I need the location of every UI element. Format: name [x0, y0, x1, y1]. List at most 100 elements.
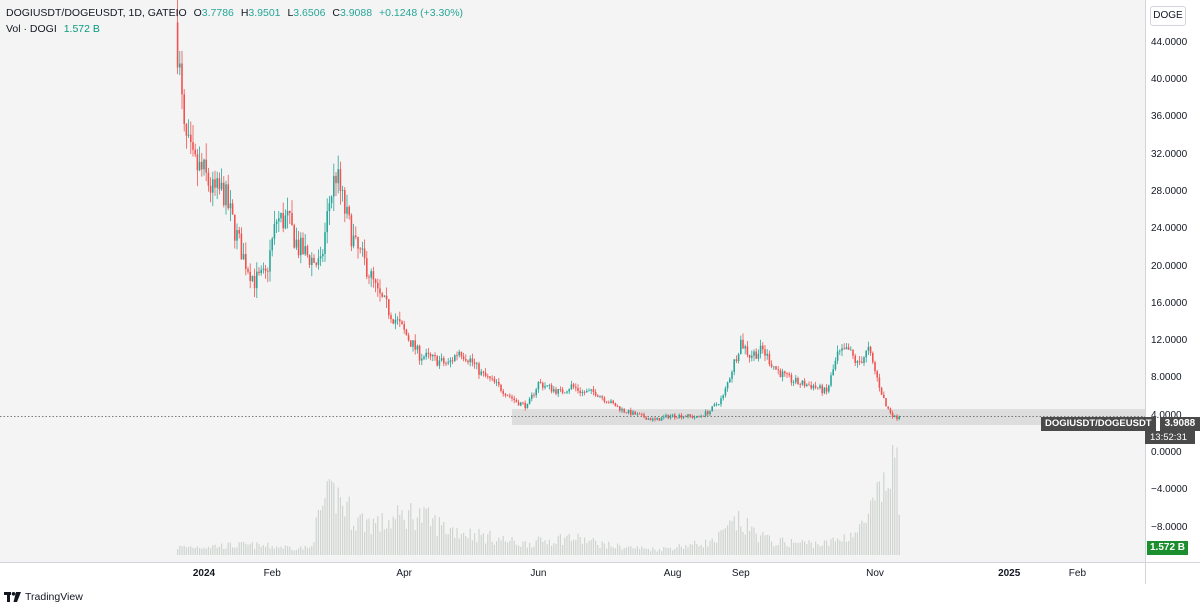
volume-value: 1.572 B [63, 23, 100, 35]
volume-bar [606, 548, 608, 555]
candle-body [333, 175, 335, 197]
candle-body [445, 363, 447, 365]
candle-body [493, 378, 496, 382]
price-chart[interactable] [0, 0, 1145, 562]
candle-body [678, 414, 680, 418]
candle-body [216, 178, 218, 188]
candle-body [264, 268, 267, 271]
candle-body [326, 211, 328, 233]
volume-bar [603, 543, 605, 555]
y-tick-label: 8.0000 [1151, 372, 1182, 384]
candle-body [832, 369, 834, 376]
volume-bar [353, 525, 355, 555]
candle-body [885, 398, 887, 407]
volume-bar [804, 541, 806, 555]
volume-bar [533, 546, 535, 555]
x-tick-label: Aug [663, 568, 682, 579]
volume-bar [526, 547, 528, 555]
candle-body [823, 387, 826, 394]
candle-body [399, 319, 401, 322]
plot-area[interactable] [0, 0, 1145, 562]
volume-bar [183, 545, 185, 555]
price-tag-value: 3.9088 [1159, 417, 1200, 431]
candle-body [597, 395, 599, 397]
tradingview-logo[interactable]: TradingView [4, 591, 83, 603]
volume-bar [865, 522, 867, 555]
volume-bar [680, 546, 682, 555]
candle-body [685, 416, 687, 418]
volume-bar [238, 542, 240, 555]
volume-bar [408, 510, 410, 555]
candle-body [425, 352, 427, 357]
volume-bar [537, 536, 539, 555]
candle-body [242, 254, 245, 260]
candle-body [711, 406, 713, 412]
volume-bar [894, 457, 896, 555]
candle-body [324, 232, 326, 254]
volume-bar [346, 501, 348, 555]
volume-bar [817, 544, 819, 555]
volume-bar [397, 505, 399, 555]
candle-body [614, 403, 617, 407]
volume-bar [738, 510, 740, 555]
candle-body [748, 354, 751, 358]
volume-bar [405, 528, 407, 555]
candle-body [766, 353, 768, 356]
candle-body [297, 239, 300, 256]
volume-bar [469, 528, 471, 555]
time-axis[interactable]: 2024 Feb Apr Jun Aug Sep Nov 2025 Feb [0, 562, 1145, 584]
volume-bar [254, 549, 256, 555]
candle-body [665, 415, 667, 417]
candle-body [471, 358, 474, 363]
volume-bar [696, 544, 698, 555]
volume-bar [379, 531, 381, 555]
candle-body [280, 212, 282, 219]
volume-bar [742, 531, 744, 555]
candle-body [253, 275, 256, 289]
candle-body [599, 396, 601, 398]
high-value: 3.9501 [248, 7, 281, 19]
volume-bar [425, 508, 427, 555]
x-tick-label: Feb [263, 568, 281, 579]
volume-bar [729, 520, 731, 555]
volume-bar [782, 537, 784, 555]
volume-bar [859, 524, 861, 555]
volume-bar [478, 528, 480, 555]
volume-bar [707, 546, 709, 555]
volume-bar [496, 541, 498, 555]
candle-body [810, 385, 812, 389]
candle-body [273, 223, 276, 239]
candle-body [412, 340, 414, 347]
candle-body [447, 362, 449, 364]
candle-body [856, 361, 859, 363]
candle-body [491, 378, 493, 380]
axis-corner [1145, 562, 1200, 584]
volume-bar [625, 547, 627, 555]
volume-bar [502, 535, 504, 555]
volume-bar [856, 532, 858, 555]
candle-body [546, 385, 548, 387]
candle-body [506, 395, 509, 397]
candle-body [847, 347, 850, 350]
volume-bar [762, 532, 764, 555]
price-axis[interactable]: 44.0000 40.0000 36.0000 32.0000 28.0000 24.00… [1145, 0, 1200, 562]
volume-bar [841, 541, 843, 555]
candle-body [821, 385, 823, 394]
candle-body [480, 371, 482, 375]
volume-bar [799, 542, 801, 555]
volume-bar [808, 540, 810, 555]
candle-body [757, 353, 760, 359]
candle-body [581, 391, 584, 394]
volume-bar [815, 541, 817, 555]
volume-bar [555, 543, 557, 555]
candle-body [451, 360, 454, 362]
volume-bar [326, 481, 328, 555]
candle-body [209, 185, 212, 193]
volume-bar [313, 542, 315, 555]
candle-body [630, 410, 632, 415]
volume-bar [595, 540, 597, 555]
candle-body [812, 385, 815, 389]
candle-body [698, 415, 700, 417]
volume-bar [610, 546, 612, 555]
symbol-badge[interactable]: DOGE [1150, 6, 1186, 26]
